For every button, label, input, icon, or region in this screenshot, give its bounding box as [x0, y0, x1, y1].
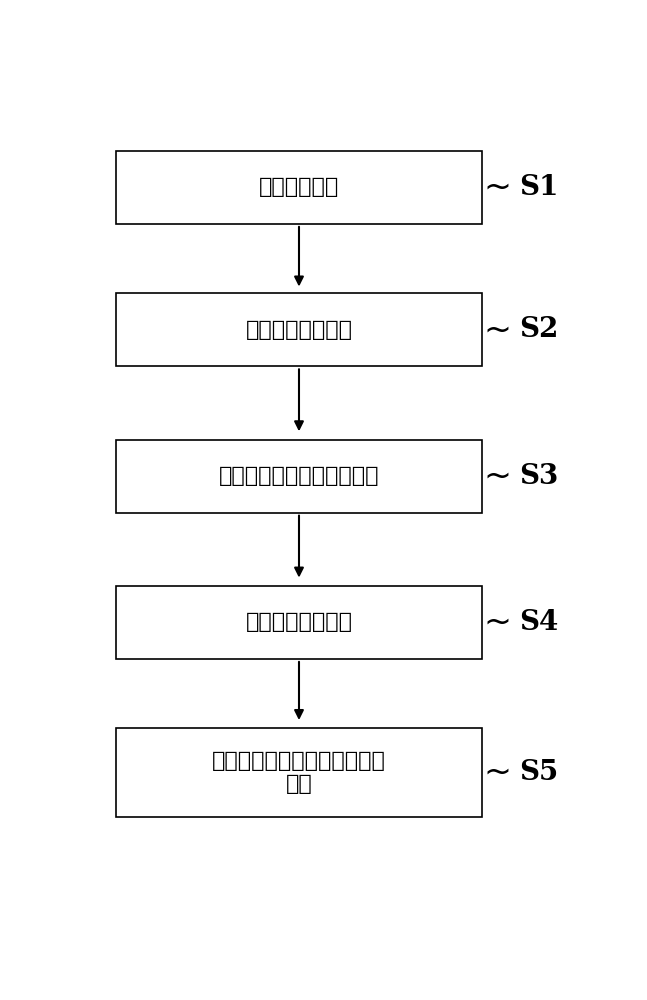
Text: ~: ~: [483, 460, 511, 493]
Bar: [116, 293, 482, 366]
Bar: [116, 728, 482, 817]
Text: ~: ~: [483, 606, 511, 639]
Bar: [116, 586, 482, 659]
Text: S4: S4: [520, 609, 559, 636]
Text: S2: S2: [520, 316, 559, 343]
Text: S3: S3: [520, 463, 559, 490]
Text: 链路切换策略选择: 链路切换策略选择: [245, 320, 353, 340]
Bar: [116, 151, 482, 224]
Text: 网关执行链路切换: 网关执行链路切换: [245, 612, 353, 632]
Text: ~: ~: [483, 313, 511, 346]
Text: 网关与服务器通信链路检测: 网关与服务器通信链路检测: [219, 466, 379, 486]
Text: ~: ~: [483, 171, 511, 204]
Text: S1: S1: [520, 174, 559, 201]
Bar: [116, 440, 482, 513]
Text: 确定传感器业务数据传输的优
先级: 确定传感器业务数据传输的优 先级: [212, 751, 386, 794]
Text: 网关系统配置: 网关系统配置: [259, 177, 339, 197]
Text: S5: S5: [520, 759, 559, 786]
Text: ~: ~: [483, 756, 511, 789]
